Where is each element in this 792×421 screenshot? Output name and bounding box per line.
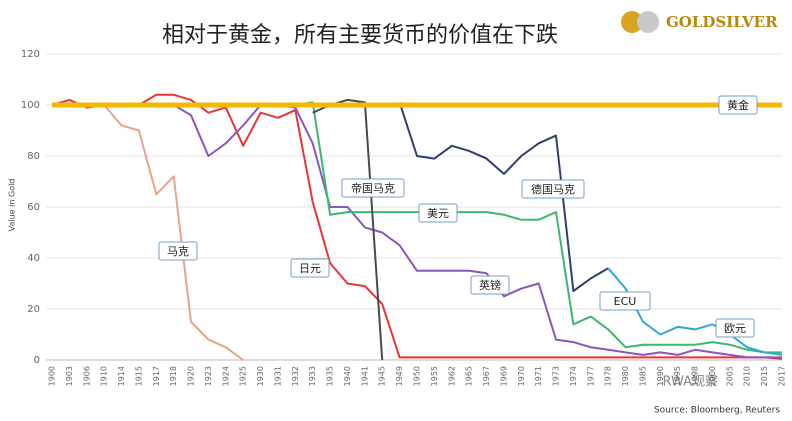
series-label: 欧元 (724, 322, 746, 335)
x-tick-label: 1917 (152, 366, 161, 386)
x-tick-label: 1978 (604, 366, 613, 386)
x-tick-label: 1925 (239, 366, 248, 386)
x-tick-label: 1969 (499, 366, 508, 386)
y-tick-label: 100 (21, 100, 40, 111)
series-line (52, 101, 782, 354)
series-label-box (470, 275, 510, 295)
x-tick-label: 2017 (778, 366, 787, 386)
x-tick-label: 1910 (100, 366, 109, 386)
x-tick-label: 1950 (413, 366, 422, 386)
x-tick-label: 2005 (725, 366, 734, 386)
x-tick-label: 1920 (187, 366, 196, 386)
x-tick-label: 1931 (273, 366, 282, 386)
logo: GOLDSILVER (666, 13, 778, 31)
x-tick-label: 1903 (65, 366, 74, 386)
source: Source: Bloomberg, Reuters (654, 406, 780, 416)
y-tick-label: 120 (21, 49, 40, 60)
x-tick-label: 1941 (360, 366, 369, 386)
x-tick-label: 1977 (586, 366, 595, 386)
series-label-box (599, 291, 651, 311)
y-tick-label: 0 (34, 355, 40, 366)
x-tick-label: 1949 (395, 366, 404, 386)
x-tick-label: 1970 (517, 366, 526, 386)
x-tick-label: 1965 (465, 366, 474, 386)
series-line (51, 93, 783, 360)
x-tick-label: 1933 (308, 366, 317, 386)
x-tick-label: 1995 (673, 366, 682, 386)
series-label: 日元 (299, 262, 321, 275)
x-tick-label: 1962 (447, 366, 456, 386)
x-tick-label: 1990 (656, 366, 665, 386)
series-label: 美元 (427, 207, 449, 220)
series-label: 黄金 (727, 98, 749, 112)
logo-coin (637, 11, 659, 33)
x-tick-label: 1974 (569, 366, 578, 386)
y-axis-label: Value in Gold (8, 179, 17, 232)
x-tick-label: 1998 (691, 366, 700, 386)
x-tick-label: 1930 (256, 366, 265, 386)
series-label-box (418, 203, 458, 223)
chart-title: 相对于黄金，所有主要货币的价值在下跌 (162, 23, 558, 48)
series-label: 英镑 (479, 278, 501, 292)
series-label: 帝国马克 (351, 181, 395, 195)
series-label-box (718, 95, 758, 115)
series-label-box (341, 178, 405, 198)
x-tick-label: 1945 (378, 366, 387, 386)
x-tick-label: 1971 (534, 366, 543, 386)
x-tick-label: 1906 (82, 366, 91, 386)
y-tick-label: 40 (27, 253, 40, 264)
x-tick-label: 1973 (552, 366, 561, 386)
y-tick-label: 60 (27, 202, 40, 213)
x-tick-label: 1915 (134, 366, 143, 386)
series-line (52, 104, 244, 361)
x-tick-label: 1923 (204, 366, 213, 386)
x-tick-label: 1918 (169, 366, 178, 386)
x-tick-label: 1955 (430, 366, 439, 386)
x-tick-label: 1985 (638, 366, 647, 386)
watermark: RWA观察 (662, 375, 718, 390)
x-tick-label: 1924 (221, 366, 230, 386)
logo-coin (621, 11, 643, 33)
x-tick-label: 2000 (708, 366, 717, 386)
x-tick-label: 1967 (482, 366, 491, 386)
series-label-box (521, 179, 585, 199)
x-tick-label: 1900 (48, 366, 57, 386)
series-label: ECU (614, 295, 637, 308)
series-line (607, 267, 713, 336)
x-tick-label: 1980 (621, 366, 630, 386)
x-tick-label: 2015 (760, 366, 769, 386)
y-tick-label: 80 (27, 151, 40, 162)
series-label: 德国马克 (531, 182, 575, 196)
y-tick-label: 20 (27, 304, 40, 315)
x-tick-label: 1935 (326, 366, 335, 386)
series-label-box (158, 241, 198, 261)
x-tick-label: 1932 (291, 366, 300, 386)
series-label-box (715, 318, 755, 338)
x-tick-label: 2010 (743, 366, 752, 386)
x-tick-label: 1914 (117, 366, 126, 386)
x-tick-label: 1940 (343, 366, 352, 386)
series-label: 马克 (167, 245, 189, 258)
series-line (398, 102, 609, 293)
series-label-box (290, 258, 330, 278)
series-line (52, 104, 782, 359)
